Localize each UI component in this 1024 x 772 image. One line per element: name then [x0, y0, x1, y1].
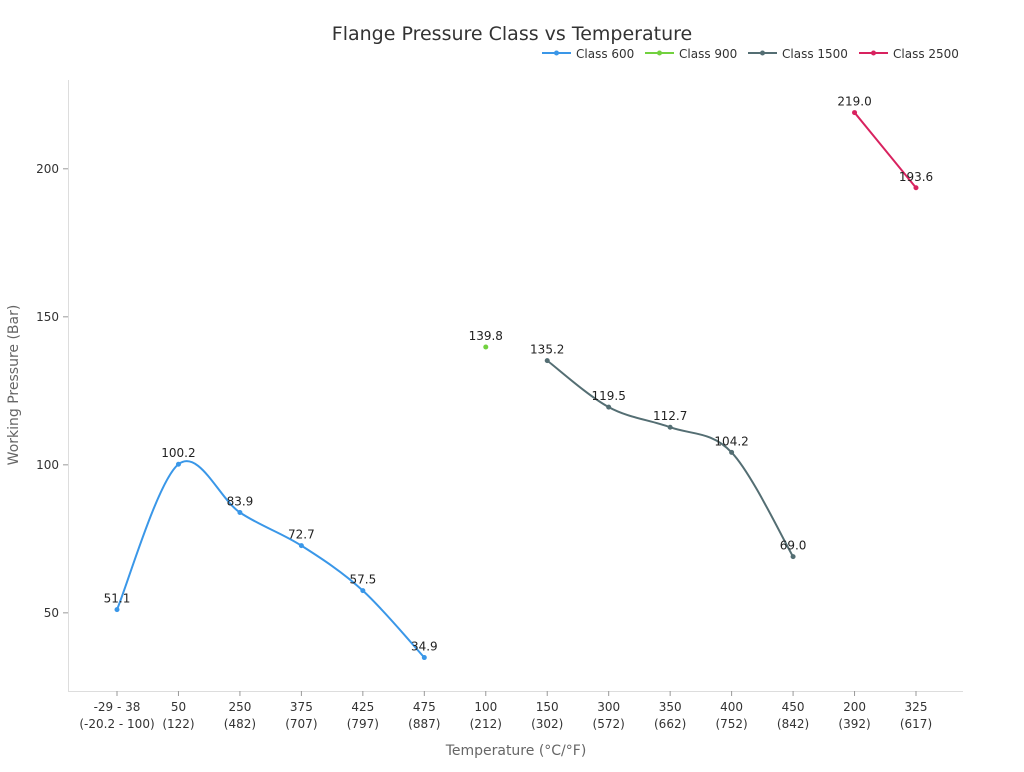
- x-tick-sublabel: (842): [777, 717, 809, 731]
- x-tick-sublabel: (482): [224, 717, 256, 731]
- x-tick-sublabel: (302): [531, 717, 563, 731]
- data-label: 112.7: [653, 409, 687, 423]
- x-tick-sublabel: (-20.2 - 100): [79, 717, 154, 731]
- data-label: 193.6: [899, 170, 933, 184]
- legend-marker-icon: [657, 50, 662, 56]
- x-tick-sublabel: (707): [285, 717, 317, 731]
- data-point[interactable]: [237, 509, 243, 515]
- x-tick-label: 300: [597, 700, 620, 714]
- data-point[interactable]: [852, 110, 858, 116]
- data-point[interactable]: [729, 449, 735, 455]
- y-tick-label: 100: [36, 458, 59, 472]
- x-tick-label: 375: [290, 700, 313, 714]
- data-label: 219.0: [837, 95, 871, 109]
- x-tick-sublabel: (392): [838, 717, 870, 731]
- data-label: 57.5: [349, 573, 376, 587]
- legend-marker-icon: [554, 50, 559, 56]
- x-tick-label: 250: [228, 700, 251, 714]
- data-label: 104.2: [714, 434, 748, 448]
- legend-label: Class 2500: [893, 47, 959, 61]
- x-axis-label: Temperature (°C/°F): [445, 743, 587, 759]
- y-tick-label: 200: [36, 162, 59, 176]
- legend-marker-icon: [871, 50, 876, 56]
- x-tick-sublabel: (122): [162, 717, 194, 731]
- legend: Class 600 Class 900 Class 1500 Class 2500: [542, 47, 959, 61]
- y-axis-label: Working Pressure (Bar): [6, 305, 22, 466]
- data-label: 51.1: [104, 592, 131, 606]
- x-tick-label: 325: [905, 700, 928, 714]
- series-class-600: 51.1 100.2 83.9 72.7 57.5 34.9: [104, 446, 438, 661]
- legend-item[interactable]: Class 2500: [859, 47, 959, 61]
- series-class-1500: 135.2 119.5 112.7 104.2 69.0: [530, 343, 807, 560]
- x-tick-sublabel: (617): [900, 717, 932, 731]
- data-label: 72.7: [288, 528, 315, 542]
- data-point[interactable]: [544, 358, 550, 364]
- data-point[interactable]: [606, 404, 612, 410]
- x-tick-label: 200: [843, 700, 866, 714]
- legend-label: Class 1500: [782, 47, 848, 61]
- data-point[interactable]: [483, 344, 489, 350]
- legend-item[interactable]: Class 1500: [748, 47, 848, 61]
- x-tick-label: 450: [782, 700, 805, 714]
- data-point[interactable]: [114, 607, 120, 613]
- data-label: 83.9: [227, 494, 254, 508]
- chart-title: Flange Pressure Class vs Temperature: [332, 23, 692, 45]
- x-tick-label: 50: [171, 700, 186, 714]
- x-tick-sublabel: (797): [347, 717, 379, 731]
- x-tick-sublabel: (662): [654, 717, 686, 731]
- y-tick-label: 150: [36, 310, 59, 324]
- data-point[interactable]: [175, 461, 181, 467]
- x-tick-label: 475: [413, 700, 436, 714]
- series-line: [853, 111, 917, 189]
- data-point[interactable]: [667, 424, 673, 430]
- x-tick-label: 425: [351, 700, 374, 714]
- x-tick-sublabel: (572): [593, 717, 625, 731]
- legend-marker-icon: [760, 50, 765, 56]
- x-tick-label: 100: [474, 700, 497, 714]
- x-tick-label: 400: [720, 700, 743, 714]
- series-class-2500: 219.0 193.6: [837, 95, 933, 191]
- data-point[interactable]: [421, 655, 427, 661]
- legend-label: Class 600: [576, 47, 634, 61]
- data-label: 34.9: [411, 640, 438, 654]
- legend-item[interactable]: Class 900: [645, 47, 737, 61]
- x-tick-label: -29 - 38: [94, 700, 141, 714]
- series-line: [116, 460, 426, 659]
- data-label: 135.2: [530, 343, 564, 357]
- data-label: 139.8: [469, 329, 503, 343]
- data-point[interactable]: [790, 554, 796, 560]
- data-point[interactable]: [913, 185, 919, 191]
- series-line: [546, 359, 794, 558]
- y-tick-label: 50: [44, 606, 59, 620]
- data-point[interactable]: [360, 588, 366, 594]
- data-label: 100.2: [161, 446, 195, 460]
- legend-label: Class 900: [679, 47, 737, 61]
- data-label: 69.0: [780, 539, 807, 553]
- x-tick-label: 350: [659, 700, 682, 714]
- data-label: 119.5: [592, 389, 626, 403]
- series-class-900: 139.8: [469, 329, 503, 350]
- x-tick-sublabel: (752): [715, 717, 747, 731]
- data-point[interactable]: [298, 543, 304, 549]
- legend-item[interactable]: Class 600: [542, 47, 634, 61]
- x-tick-sublabel: (887): [408, 717, 440, 731]
- x-tick-sublabel: (212): [470, 717, 502, 731]
- x-tick-label: 150: [536, 700, 559, 714]
